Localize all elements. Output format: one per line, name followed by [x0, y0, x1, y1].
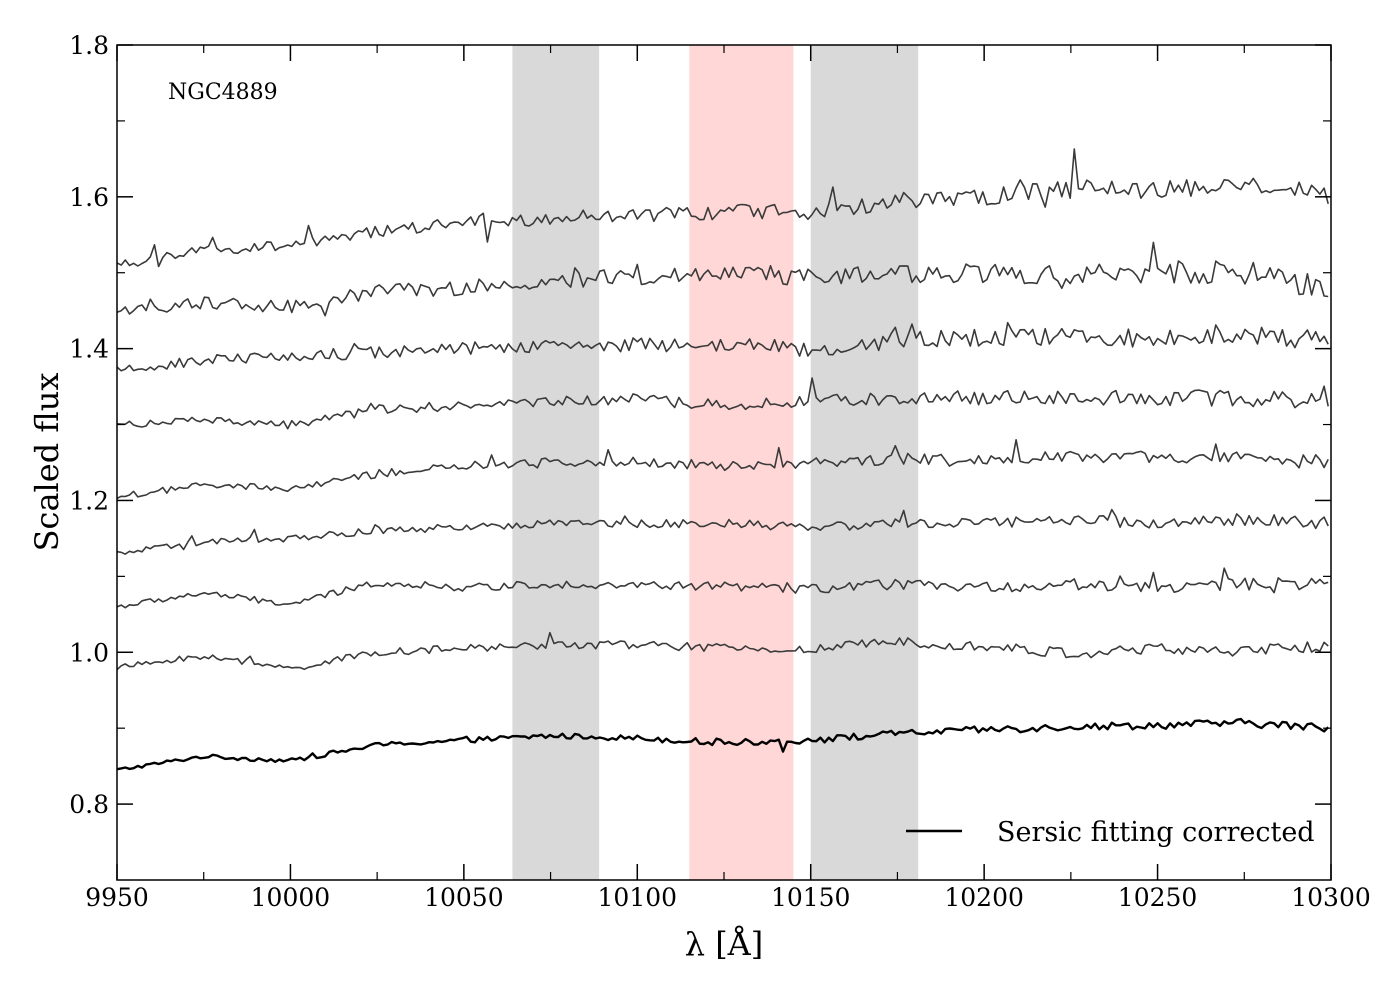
series-layer	[116, 148, 1330, 771]
y-tick-label: 0.8	[69, 790, 109, 819]
x-tick-label: 10150	[771, 883, 851, 912]
x-tick-label: 10000	[251, 883, 331, 912]
x-tick-label: 10200	[944, 883, 1024, 912]
series-line-4	[116, 438, 1329, 500]
x-tick-label: 10300	[1291, 883, 1371, 912]
x-tick-label: 10050	[424, 883, 504, 912]
band-sideband-blue	[512, 45, 600, 880]
series-line-0	[116, 717, 1330, 771]
axis-ticks: 9950 10000 10050 10100 10150 10200 10250 10300 0…	[69, 31, 1371, 912]
series-line-3	[116, 508, 1329, 555]
x-tick-label: 10250	[1118, 883, 1198, 912]
y-tick-label: 1.2	[69, 486, 109, 515]
series-line-1	[116, 631, 1329, 671]
x-tick-label: 10100	[598, 883, 678, 912]
series-line-2	[116, 567, 1329, 609]
x-axis-label: λ [Å]	[685, 925, 764, 963]
galaxy-annotation: NGC4889	[168, 80, 278, 105]
y-axis-label: Scaled flux	[28, 373, 66, 552]
series-line-5	[116, 377, 1329, 430]
series-line-8	[116, 148, 1329, 268]
x-tick-label: 9950	[85, 883, 149, 912]
series-line-7	[116, 241, 1329, 317]
y-tick-label: 1.8	[69, 31, 109, 60]
y-tick-label: 1.4	[69, 335, 109, 364]
y-tick-label: 1.6	[69, 183, 109, 212]
y-tick-label: 1.0	[69, 638, 109, 667]
series-line-6	[116, 321, 1329, 372]
legend-label-sersic: Sersic fitting corrected	[997, 817, 1315, 848]
legend: Sersic fitting corrected	[906, 817, 1315, 848]
shaded-bands	[512, 45, 919, 880]
